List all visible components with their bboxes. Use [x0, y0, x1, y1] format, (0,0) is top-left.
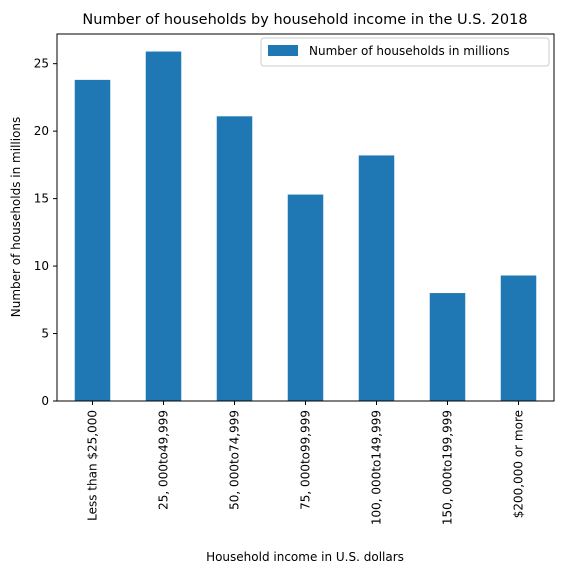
y-tick-label: 0 — [41, 394, 49, 408]
legend-box — [260, 37, 550, 67]
y-tick-label: 10 — [34, 259, 49, 273]
x-tick-label: 50, 000to74,999 — [228, 410, 242, 510]
x-tick-label: 25, 000to49,999 — [157, 410, 171, 510]
bar-7 — [500, 275, 537, 401]
x-axis: Less than $25,000 25, 000to49,999 50, 000t… — [86, 401, 526, 525]
x-tick-label: 150, 000to199,999 — [441, 410, 455, 525]
bars-group — [74, 51, 537, 402]
bar-4 — [287, 194, 324, 401]
y-axis-label: Number of households in millions — [9, 117, 23, 318]
y-tick-label: 25 — [34, 57, 49, 71]
y-tick-label: 20 — [34, 124, 49, 138]
bar-3 — [216, 116, 253, 401]
bar-5 — [358, 155, 395, 401]
x-axis-label: Household income in U.S. dollars — [206, 550, 404, 564]
x-tick-label: 75, 000to99,999 — [299, 410, 313, 510]
bar-6 — [429, 293, 466, 401]
legend-entry: Number of households in millions — [309, 44, 510, 58]
y-tick-label: 5 — [41, 327, 49, 341]
y-tick-label: 15 — [34, 192, 49, 206]
legend: Number of households in millions — [260, 37, 550, 67]
bar-1 — [74, 79, 111, 402]
x-tick-label: Less than $25,000 — [86, 410, 100, 521]
y-axis: 0 5 10 15 20 25 — [34, 57, 57, 408]
chart-title: Number of households by household income… — [82, 12, 527, 28]
x-tick-label: 100, 000to149,999 — [370, 410, 384, 525]
legend-swatch — [268, 45, 298, 56]
x-tick-label: $200,000 or more — [512, 410, 526, 518]
bar-2 — [145, 51, 182, 401]
